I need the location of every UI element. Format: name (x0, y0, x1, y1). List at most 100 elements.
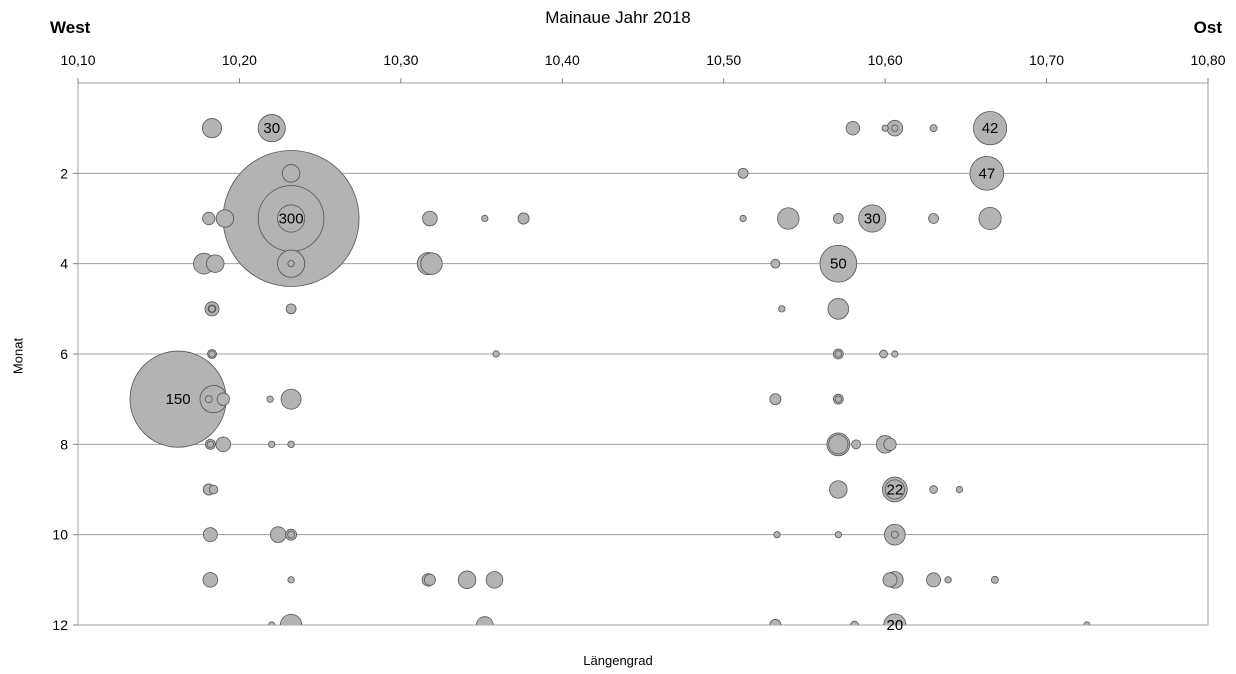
y-tick-label: 4 (60, 256, 68, 272)
bubble (208, 305, 216, 313)
x-tick-label: 10,50 (706, 52, 741, 68)
bubble (955, 485, 964, 494)
bubble (201, 118, 223, 139)
bubble (850, 620, 859, 625)
bubble (492, 350, 500, 358)
bubble (269, 526, 287, 543)
bubble (257, 114, 286, 143)
bubble (281, 164, 301, 183)
bubble (770, 258, 781, 269)
bubble (828, 434, 849, 455)
chart-title: Mainaue Jahr 2018 (545, 8, 691, 27)
bubble (884, 479, 905, 500)
bubble (769, 393, 782, 406)
bubble (973, 111, 1008, 146)
bubble (277, 204, 306, 233)
bubble (279, 613, 303, 625)
bubble (739, 214, 747, 223)
bubbles-group (129, 111, 1091, 625)
bubble (287, 576, 295, 584)
bubble (928, 213, 939, 224)
bubble (287, 530, 295, 539)
bubble (879, 349, 888, 359)
bubble (834, 531, 842, 539)
bubble (216, 392, 230, 406)
bubble (891, 350, 899, 358)
x-tick-label: 10,80 (1190, 52, 1225, 68)
bubble (944, 576, 952, 584)
bubble-label: 20 (886, 617, 903, 634)
bubble (882, 572, 898, 588)
bubble (819, 244, 858, 283)
x-axis-title: Längengrad (583, 653, 653, 668)
bubble (978, 206, 1002, 231)
bubble (287, 440, 295, 448)
bubble (287, 260, 295, 268)
bubble-label: 42 (982, 120, 999, 137)
bubble (890, 530, 899, 539)
bubble (832, 213, 844, 224)
bubble-label: 47 (978, 165, 995, 182)
bubble (206, 254, 225, 273)
x-tick-label: 10,30 (383, 52, 418, 68)
y-tick-label: 8 (60, 436, 68, 452)
bubble (215, 209, 235, 228)
bubble-label: 300 (279, 211, 304, 228)
bubble (285, 303, 297, 315)
bubble (834, 395, 842, 403)
bubble (737, 167, 749, 179)
bubble (881, 124, 889, 132)
bubble (215, 436, 232, 453)
bubble (423, 573, 436, 586)
bubble (883, 437, 897, 451)
bubble (202, 527, 218, 543)
bubble (827, 298, 850, 320)
bubble (834, 350, 843, 358)
bubble (845, 120, 861, 136)
bubble (280, 388, 302, 410)
bubble (778, 305, 786, 313)
x-tick-label: 10,40 (545, 52, 580, 68)
bubble (929, 485, 938, 494)
y-tick-label: 6 (60, 346, 68, 362)
bubble (268, 440, 276, 448)
bubble-label: 150 (166, 391, 191, 408)
bubble (769, 619, 782, 625)
bubble (1083, 621, 1091, 625)
bubble (773, 531, 781, 539)
bubble (517, 212, 530, 225)
bubble (420, 252, 443, 275)
bubble (457, 570, 477, 590)
bubble (777, 207, 800, 230)
bubble (481, 214, 489, 223)
x-tick-label: 10,60 (868, 52, 903, 68)
bubble (268, 621, 276, 625)
x-tick-label: 10,20 (222, 52, 257, 68)
west-label: West (50, 18, 91, 37)
bubble (266, 395, 274, 403)
bubble (204, 395, 213, 404)
bubble (891, 124, 899, 132)
bubble-label: 30 (263, 120, 280, 137)
x-tick-label: 10,70 (1029, 52, 1064, 68)
bubble (208, 484, 219, 495)
bubble (422, 210, 438, 227)
bubble (969, 156, 1005, 191)
bubble (829, 480, 848, 499)
y-tick-label: 10 (52, 527, 68, 543)
y-tick-label: 2 (60, 165, 68, 181)
y-tick-label: 12 (52, 617, 68, 633)
east-label: Ost (1193, 18, 1222, 37)
bubble (206, 440, 214, 448)
bubble-label: 22 (886, 482, 903, 499)
bubble (926, 572, 941, 588)
bubble (208, 350, 216, 358)
bubble (858, 204, 887, 233)
bubble (851, 439, 861, 450)
bubble (476, 616, 494, 625)
bubble (202, 211, 216, 226)
bubble (991, 575, 999, 584)
bubble (485, 571, 504, 589)
bubble (883, 613, 907, 625)
